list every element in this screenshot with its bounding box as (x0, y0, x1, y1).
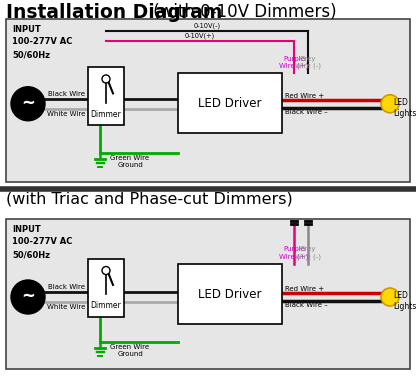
Text: (with 0-10V Dimmers): (with 0-10V Dimmers) (148, 3, 337, 21)
Circle shape (102, 75, 110, 83)
Text: Green Wire
Ground: Green Wire Ground (110, 344, 150, 357)
Text: Black Wire –: Black Wire – (285, 302, 328, 308)
Bar (88, 259, 124, 317)
Text: 0-10V(-): 0-10V(-) (193, 23, 220, 29)
Text: LED
Lights: LED Lights (393, 98, 416, 118)
Text: White Wire: White Wire (47, 304, 86, 310)
Text: ~: ~ (21, 287, 35, 305)
Text: (with Triac and Phase-cut Dimmers): (with Triac and Phase-cut Dimmers) (6, 192, 293, 207)
Text: INPUT
100-277V AC
50/60Hz: INPUT 100-277V AC 50/60Hz (12, 225, 72, 259)
Text: Red Wire +: Red Wire + (285, 93, 324, 99)
Bar (88, 67, 124, 125)
Text: LED Driver: LED Driver (198, 97, 262, 110)
Text: Black Wire: Black Wire (48, 91, 85, 97)
Text: LED Driver: LED Driver (198, 288, 262, 300)
Text: LED
Lights: LED Lights (393, 291, 416, 311)
Circle shape (11, 87, 45, 121)
Bar (6, 219, 410, 369)
Text: Dimmer: Dimmer (91, 302, 121, 311)
Circle shape (11, 280, 45, 314)
Text: ~: ~ (21, 94, 35, 112)
Text: Black Wire: Black Wire (48, 284, 85, 290)
Text: Installation Diagram: Installation Diagram (6, 3, 223, 22)
Text: Black Wire –: Black Wire – (285, 109, 328, 115)
Text: Purple
Wire (+): Purple Wire (+) (279, 247, 309, 260)
Bar (178, 264, 282, 324)
Circle shape (381, 95, 399, 113)
Bar (178, 73, 282, 133)
Text: White Wire: White Wire (47, 111, 86, 117)
Text: Grey
Wire (-): Grey Wire (-) (295, 247, 321, 260)
Text: 0-10V(+): 0-10V(+) (185, 32, 215, 39)
Text: Red Wire +: Red Wire + (285, 286, 324, 292)
Text: Dimmer: Dimmer (91, 110, 121, 119)
Text: Green Wire
Ground: Green Wire Ground (110, 155, 150, 168)
Circle shape (102, 267, 110, 274)
Text: INPUT
100-277V AC
50/60Hz: INPUT 100-277V AC 50/60Hz (12, 25, 72, 59)
Circle shape (381, 288, 399, 306)
Bar (6, 19, 410, 182)
Text: Grey
Wire (-): Grey Wire (-) (295, 55, 321, 69)
Text: Purple
Wire (+): Purple Wire (+) (279, 55, 309, 69)
